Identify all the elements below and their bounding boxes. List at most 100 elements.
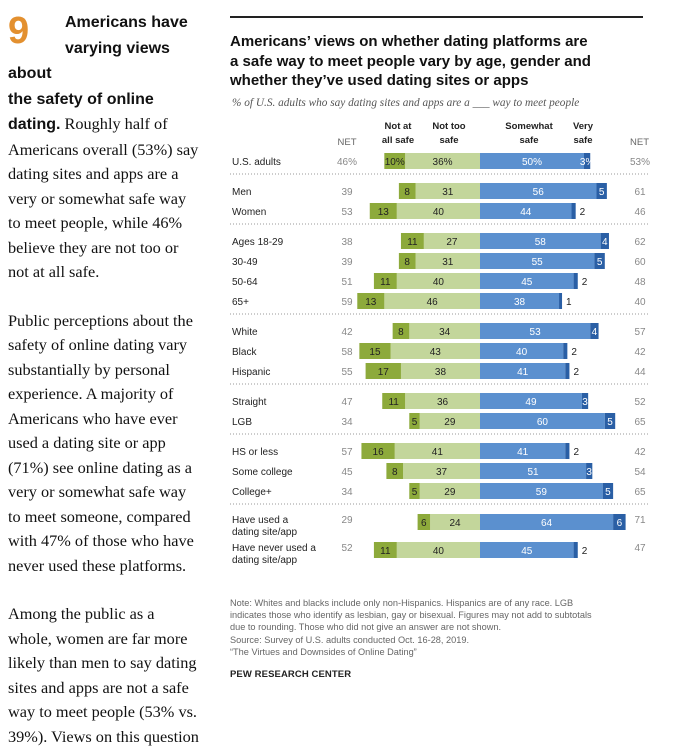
bar-not-at-all-safe [365,363,401,379]
bar-very-safe [573,273,578,289]
net-unsafe-value: 34 [341,417,353,428]
label-somewhat-safe: 58 [535,237,547,248]
label-very-safe: 4 [592,327,598,338]
net-safe-value: 57 [634,327,646,338]
row-label: College+ [232,487,272,498]
bar-somewhat-safe [480,293,560,309]
net-safe-value: 42 [634,347,646,358]
label-somewhat-safe: 41 [517,367,529,378]
article-headline: Americans have varying views about the s… [8,14,188,108]
row-label: Have used a [232,515,289,526]
row-label: Men [232,187,251,198]
bar-not-too-safe [405,153,480,169]
label-not-too-safe: 31 [442,257,454,268]
label-somewhat-safe: 38 [514,297,526,308]
net-unsafe-value: 55 [341,367,353,378]
section-number: 9 [8,10,30,52]
label-somewhat-safe: 51 [527,467,539,478]
net-unsafe-value: 52 [341,543,353,554]
label-not-too-safe: 43 [430,347,442,358]
label-very-safe: 5 [607,417,613,428]
paragraph-1: dating. Roughly half of Americans overal… [8,114,199,281]
label-not-too-safe: 36% [433,157,453,168]
bar-somewhat-safe [480,273,574,289]
net-unsafe-value: 59 [341,297,353,308]
bar-not-too-safe [423,233,480,249]
net-unsafe-value: 57 [341,447,353,458]
paragraph-2: Public perceptions about the safety of o… [8,310,194,575]
bar-very-safe [600,233,609,249]
label-very-safe: 2 [573,447,579,458]
chart-note: Note: Whites and blacks include only non… [230,598,592,657]
net-unsafe-value: 53 [341,207,353,218]
bar-not-at-all-safe [359,343,391,359]
net-safe-value: 53% [630,157,650,168]
bar-not-too-safe [400,363,480,379]
row-label: Ages 18-29 [232,237,284,248]
row-label: White [232,327,258,338]
bar-very-safe [573,542,578,558]
net-safe-value: 65 [634,487,646,498]
bar-very-safe [596,183,607,199]
label-not-too-safe: 38 [435,367,447,378]
label-not-at-all-safe: 11 [380,546,391,557]
label-not-too-safe: 36 [437,397,449,408]
bar-very-safe [584,153,591,169]
net-safe-value: 65 [634,417,646,428]
row-label: Some college [232,467,293,478]
bar-somewhat-safe [480,443,566,459]
bar-somewhat-safe [480,183,597,199]
label-very-safe: 2 [582,277,588,288]
bar-somewhat-safe [480,483,603,499]
label-not-at-all-safe: 6 [421,518,427,529]
bar-not-too-safe [390,343,480,359]
label-not-at-all-safe: 10% [385,157,405,168]
label-not-too-safe: 41 [432,447,444,458]
label-very-safe: 3 [582,397,588,408]
bar-not-too-safe [405,393,480,409]
net-safe-value: 42 [634,447,646,458]
label-very-safe: 5 [605,487,611,498]
chart-subtitle: % of U.S. adults who say dating sites an… [232,97,580,109]
net-safe-value: 40 [634,297,646,308]
net-safe-value: 47 [634,543,646,554]
label-not-at-all-safe: 11 [407,237,418,248]
bar-somewhat-safe [480,514,614,530]
label-not-at-all-safe: 11 [388,397,399,408]
net-safe-value: 60 [634,257,646,268]
label-not-too-safe: 40 [433,207,445,218]
bar-somewhat-safe [480,413,605,429]
bar-not-too-safe [403,463,480,479]
net-unsafe-value: 38 [341,237,353,248]
label-not-at-all-safe: 8 [404,257,410,268]
bar-somewhat-safe [480,253,595,269]
label-not-at-all-safe: 13 [378,207,390,218]
net-safe-value: 61 [634,187,646,198]
bar-not-at-all-safe [417,514,431,530]
bar-not-too-safe [396,542,480,558]
bar-very-safe [571,203,576,219]
row-label: U.S. adults [232,157,281,168]
label-not-too-safe: 40 [433,546,445,557]
bar-very-safe [581,393,589,409]
label-very-safe: 2 [580,207,586,218]
net-safe-value: 44 [634,367,646,378]
label-not-too-safe: 31 [442,187,454,198]
bar-very-safe [594,253,605,269]
label-not-at-all-safe: 5 [412,417,418,428]
bar-not-at-all-safe [373,542,397,558]
label-very-safe: 2 [571,347,577,358]
chart-top-rule [230,16,643,18]
row-label: dating site/app [232,555,297,566]
label-not-at-all-safe: 8 [392,467,398,478]
bar-not-at-all-safe [409,413,420,429]
bar-somewhat-safe [480,363,566,379]
bar-not-at-all-safe [384,153,406,169]
row-label: Have never used a [232,543,316,554]
bar-not-at-all-safe [409,483,420,499]
label-very-safe: 3% [580,157,595,168]
row-label: LGB [232,417,252,428]
row-label: HS or less [232,447,278,458]
label-not-too-safe: 37 [436,467,448,478]
net-unsafe-value: 39 [341,257,353,268]
